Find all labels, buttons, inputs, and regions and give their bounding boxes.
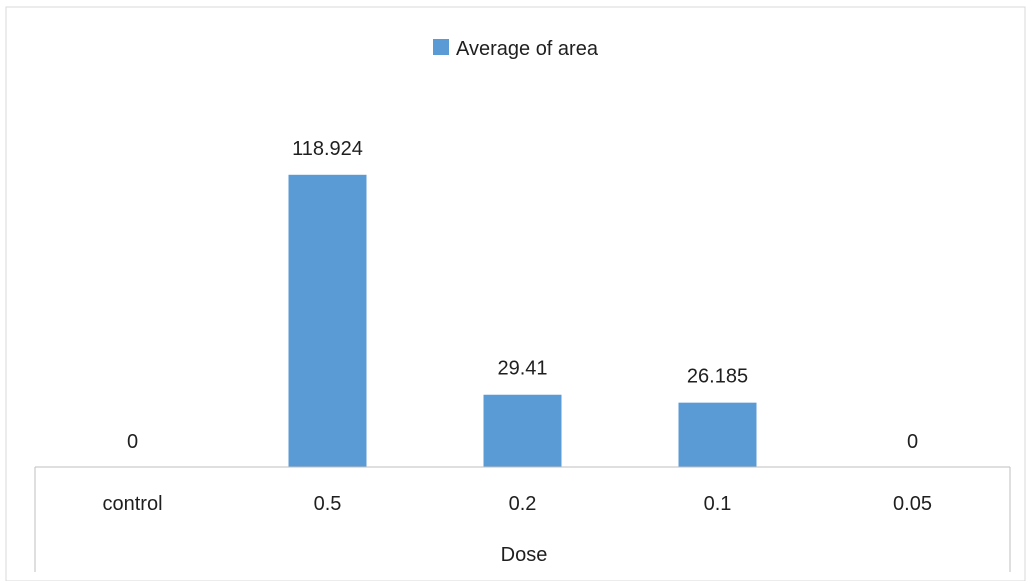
category-labels-group: control 0.5 0.2 0.1 0.05 xyxy=(102,493,931,515)
data-label-1: 118.924 xyxy=(292,138,363,160)
bar-3 xyxy=(678,402,757,467)
bars-group xyxy=(288,174,757,467)
data-label-4: 0 xyxy=(907,431,918,453)
chart-area xyxy=(5,6,1026,581)
bar-1 xyxy=(288,174,367,467)
data-label-2: 29.41 xyxy=(497,358,547,380)
category-label-3: 0.1 xyxy=(704,493,732,515)
bar-2 xyxy=(483,394,562,467)
data-label-3: 26.185 xyxy=(687,366,748,388)
category-label-2: 0.2 xyxy=(509,493,537,515)
data-labels-group: 0 118.924 29.41 26.185 0 xyxy=(127,138,918,453)
legend-swatch xyxy=(433,39,449,55)
legend: Average of area xyxy=(433,38,599,60)
category-label-1: 0.5 xyxy=(314,493,342,515)
axis-frame xyxy=(34,466,1011,572)
category-label-0: control xyxy=(102,493,162,515)
category-label-4: 0.05 xyxy=(893,493,932,515)
legend-label: Average of area xyxy=(456,38,599,60)
data-label-0: 0 xyxy=(127,431,138,453)
x-axis-title: Dose xyxy=(501,544,548,566)
